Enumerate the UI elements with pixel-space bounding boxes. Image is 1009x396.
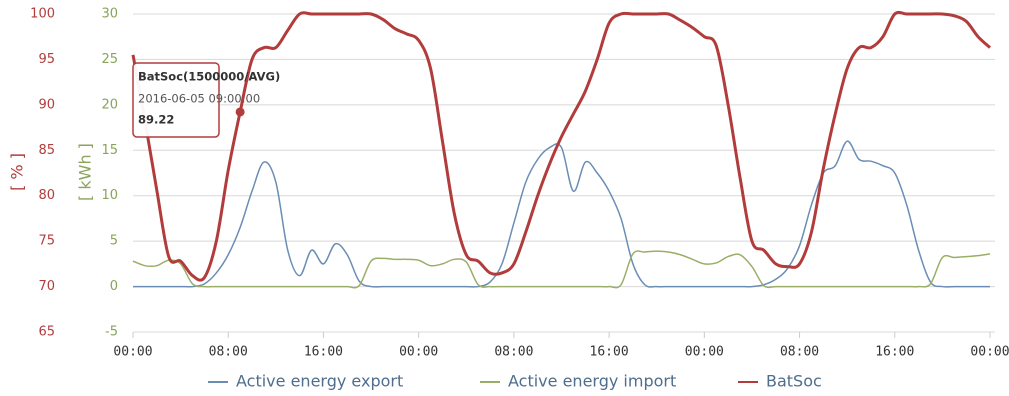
x-tick-label: 16:00 — [875, 345, 914, 360]
legend-label: Active energy export — [236, 372, 403, 391]
y2-tick-label: 30 — [101, 7, 118, 22]
series-line — [132, 250, 991, 289]
legend: Active energy export Active energy import… — [208, 372, 822, 391]
y2-tick-label: 0 — [110, 279, 118, 294]
x-tick-label: 08:00 — [209, 345, 248, 360]
legend-label: BatSoc — [766, 372, 822, 391]
y-axis-title: [ % ] — [8, 153, 27, 191]
x-tick-label: 00:00 — [970, 345, 1009, 360]
y-tick-label: 100 — [30, 7, 55, 22]
legend-item[interactable]: BatSoc — [738, 372, 822, 391]
x-tick-label: 16:00 — [590, 345, 629, 360]
tooltip-box — [132, 62, 220, 138]
legend-item[interactable]: Active energy export — [208, 372, 403, 391]
y2-tick-label: -5 — [105, 325, 118, 340]
series-line — [132, 140, 990, 288]
tooltip: BatSoc(1500000/AVG) 2016-06-05 09:00:00 … — [132, 62, 280, 138]
y-tick-label: 75 — [38, 234, 55, 249]
y-tick-label: 90 — [38, 97, 55, 112]
y2-axis-title: [ kWh ] — [76, 143, 95, 201]
tooltip-value: 89.22 — [138, 113, 174, 127]
legend-item[interactable]: Active energy import — [480, 372, 676, 391]
y-tick-label: 80 — [38, 188, 55, 203]
tooltip-marker — [235, 107, 245, 117]
x-tick-label: 00:00 — [113, 345, 152, 360]
series-line — [131, 10, 992, 282]
y-tick-label: 65 — [38, 325, 55, 340]
tooltip-title: BatSoc(1500000/AVG) — [138, 70, 280, 84]
plot — [131, 10, 992, 289]
legend-label: Active energy import — [508, 372, 676, 391]
x-tick-label: 08:00 — [780, 345, 819, 360]
x-tick-label: 00:00 — [399, 345, 438, 360]
tooltip-time: 2016-06-05 09:00:00 — [138, 92, 260, 106]
y2-tick-label: 20 — [101, 97, 118, 112]
y2-tick-label: 25 — [101, 52, 118, 67]
y2-tick-label: 15 — [101, 143, 118, 158]
y2-tick-label: 5 — [110, 234, 118, 249]
y-tick-label: 85 — [38, 143, 55, 158]
x-tick-label: 16:00 — [304, 345, 343, 360]
grid: 65 70 75 80 85 90 95 100 -5 0 5 10 15 20 25 30 00:00 08:0… — [30, 7, 1009, 360]
y-tick-label: 70 — [38, 279, 55, 294]
x-tick-label: 00:00 — [685, 345, 724, 360]
y-tick-label: 95 — [38, 52, 55, 67]
y2-tick-label: 10 — [101, 188, 118, 203]
x-tick-label: 08:00 — [494, 345, 533, 360]
